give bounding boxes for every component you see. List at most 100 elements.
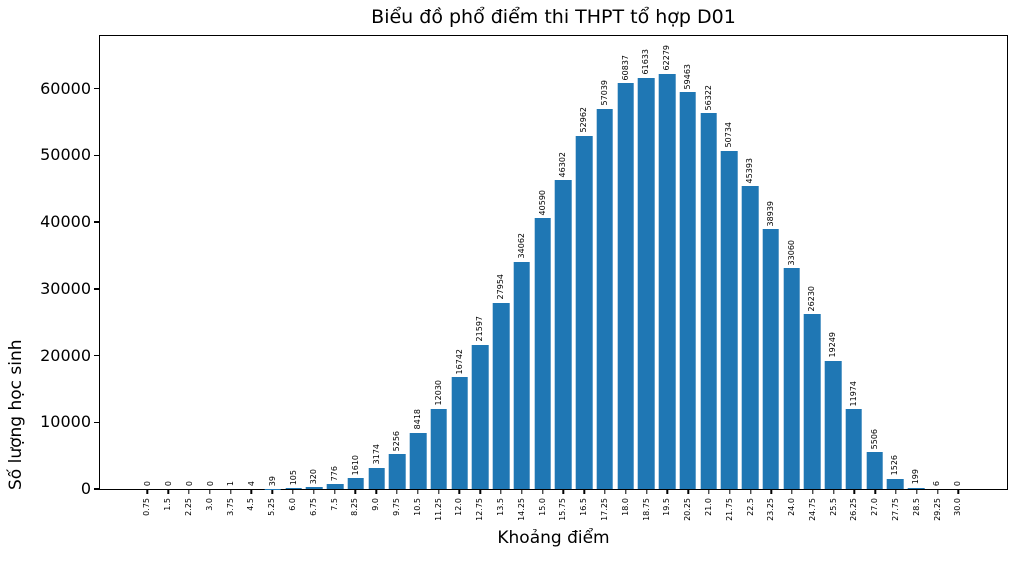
y-tick-mark xyxy=(94,221,99,223)
y-tick-mark xyxy=(94,421,99,423)
bar-slot: 27954 xyxy=(491,36,512,489)
bar-slot: 59463 xyxy=(678,36,699,489)
bar-slot: 320 xyxy=(304,36,325,489)
x-tick-slot: 22.5 xyxy=(740,490,761,550)
y-tick-mark xyxy=(94,488,99,490)
x-tick-mark xyxy=(417,490,419,494)
bar-slot: 34062 xyxy=(512,36,533,489)
x-tick-label: 9.0 xyxy=(371,498,381,511)
x-tick-label: 0.75 xyxy=(142,498,152,516)
x-tick-mark xyxy=(936,490,939,494)
bar-value-label: 12030 xyxy=(433,380,443,406)
x-tick-label: 12.75 xyxy=(475,498,485,521)
bar xyxy=(638,77,655,489)
bar-value-label: 33060 xyxy=(786,239,796,266)
x-tick-slot: 14.25 xyxy=(511,490,532,550)
x-tick-mark xyxy=(625,490,627,494)
bar-slot: 19249 xyxy=(823,36,844,489)
x-tick-label: 26.25 xyxy=(849,498,859,521)
y-axis-label: Số lượng học sinh xyxy=(6,339,26,490)
x-tick-mark xyxy=(832,490,835,494)
x-tick-label: 29.25 xyxy=(932,498,942,521)
bar-value-label: 776 xyxy=(330,465,340,481)
x-tick-mark xyxy=(687,490,689,494)
x-tick-slot: 28.5 xyxy=(906,490,927,550)
x-tick-mark xyxy=(313,490,315,494)
bar-value-label: 199 xyxy=(911,469,921,485)
bar-value-label: 27954 xyxy=(496,274,506,300)
y-tick-label: 20000 xyxy=(40,345,91,365)
x-tick-mark xyxy=(770,490,772,494)
x-tick-label: 30.0 xyxy=(953,498,963,516)
y-tick-label: 10000 xyxy=(40,412,91,432)
bar xyxy=(347,478,365,489)
x-tick-label: 15.75 xyxy=(558,498,568,521)
x-tick-slot: 21.0 xyxy=(699,490,720,550)
bar-value-label: 1610 xyxy=(350,454,360,476)
x-tick-slot: 1.5 xyxy=(158,490,179,550)
x-tick-mark xyxy=(708,490,710,494)
bar-slot: 61633 xyxy=(636,36,657,489)
bar-value-label: 21597 xyxy=(475,316,485,342)
x-tick-label: 22.5 xyxy=(745,498,755,516)
x-tick-slot: 3.75 xyxy=(220,490,241,550)
x-tick-label: 10.5 xyxy=(412,498,422,516)
x-tick-label: 3.75 xyxy=(225,498,235,516)
x-tick-slot: 9.75 xyxy=(387,490,408,550)
x-tick-label: 24.75 xyxy=(807,498,817,521)
bar-value-label: 0 xyxy=(143,480,153,486)
x-tick-slot: 2.25 xyxy=(179,490,200,550)
x-tick-slot: 7.5 xyxy=(324,490,345,550)
bar-value-label: 50734 xyxy=(724,122,734,148)
bar-value-label: 16742 xyxy=(454,348,464,375)
bar-value-label: 0 xyxy=(205,480,215,486)
y-tick-mark xyxy=(94,354,99,357)
x-tick-label: 18.0 xyxy=(620,498,630,516)
bar xyxy=(596,108,614,489)
x-tick-mark xyxy=(375,490,377,494)
bar-value-label: 0 xyxy=(184,480,194,486)
x-tick-slot: 6.75 xyxy=(303,490,324,550)
bar xyxy=(824,360,842,489)
y-tick-label: 0 xyxy=(80,479,91,498)
x-tick-mark xyxy=(957,490,960,494)
y-tick-label: 30000 xyxy=(40,278,91,298)
x-tick-label: 18.75 xyxy=(641,498,651,521)
bar xyxy=(326,483,344,489)
bar xyxy=(472,344,489,489)
x-tick-label: 24.0 xyxy=(787,498,797,516)
bar-value-label: 11974 xyxy=(848,380,858,407)
x-tick-label: 12.0 xyxy=(454,498,464,516)
x-tick-mark xyxy=(167,490,169,494)
x-tick-label: 5.25 xyxy=(267,498,277,516)
bar-slot: 0 xyxy=(159,36,180,489)
bars-row: 0 0 0 0 1 4 39 105 320 776 1610 3174 5256 8418 12030 16… xyxy=(100,36,1007,489)
x-tick-mark xyxy=(500,490,502,494)
x-tick-slot: 30.0 xyxy=(948,490,969,550)
x-tick-slot: 9.0 xyxy=(366,490,387,550)
bar-value-label: 46302 xyxy=(558,151,568,178)
bar xyxy=(783,268,800,489)
x-tick-slot: 19.5 xyxy=(657,490,678,550)
bar xyxy=(804,314,821,489)
bar-slot: 0 xyxy=(947,36,968,489)
x-tick-mark xyxy=(604,490,606,494)
bar xyxy=(389,453,406,489)
x-tick-mark xyxy=(292,490,294,494)
bar xyxy=(555,180,572,489)
bar-slot: 776 xyxy=(325,36,346,489)
bar xyxy=(306,486,323,489)
x-tick-mark xyxy=(271,490,273,494)
x-tick-mark xyxy=(396,490,398,494)
bar-value-label: 52962 xyxy=(579,107,589,133)
x-tick-slot: 17.25 xyxy=(595,490,616,550)
bar-value-label: 60837 xyxy=(620,54,630,81)
bar-slot: 11974 xyxy=(844,36,865,489)
x-tick-slot: 11.25 xyxy=(428,490,449,550)
bar-value-label: 62279 xyxy=(662,45,672,71)
x-tick-mark xyxy=(250,490,253,494)
bar-slot: 6 xyxy=(927,36,948,489)
bar-slot: 52962 xyxy=(574,36,595,489)
x-tick-label: 1.5 xyxy=(163,498,173,511)
bar-value-label: 1 xyxy=(226,480,236,486)
